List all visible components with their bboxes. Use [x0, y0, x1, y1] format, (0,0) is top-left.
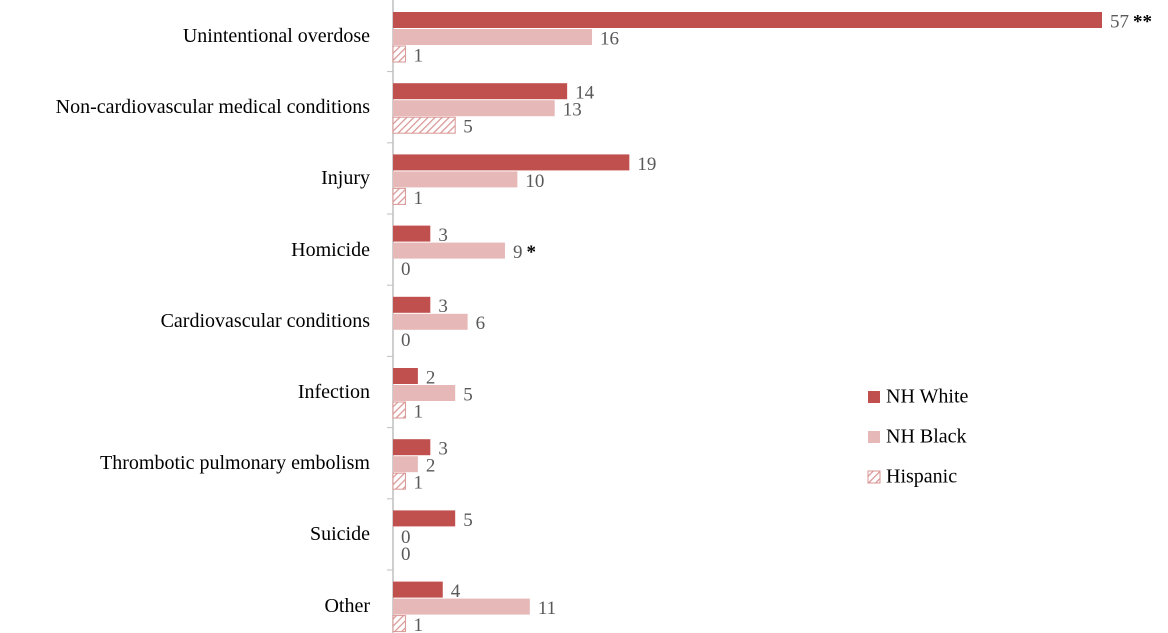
category-label: Unintentional overdose — [182, 25, 370, 47]
bar — [393, 296, 431, 313]
bar — [393, 154, 630, 171]
value-label: 19 — [637, 154, 656, 175]
bar — [392, 401, 406, 419]
value-label: 10 — [525, 171, 544, 192]
value-label: 1 — [413, 188, 423, 209]
value-label: 1 — [413, 401, 423, 422]
value-label: 1 — [413, 45, 423, 66]
value-label: 1 — [413, 615, 423, 633]
value-label: 13 — [563, 100, 582, 121]
annotation: ** — [1133, 11, 1152, 32]
bar — [393, 368, 418, 384]
category-label: Homicide — [291, 238, 370, 261]
category-label: Infection — [297, 381, 370, 403]
value-label: 5 — [463, 510, 473, 531]
bar — [393, 385, 456, 401]
value-label: 3 — [438, 225, 448, 246]
value-label: 3 — [438, 296, 448, 317]
category-label: Suicide — [310, 523, 370, 546]
bar — [393, 598, 530, 615]
category-label: Other — [324, 594, 370, 617]
value-label: 11 — [538, 598, 556, 619]
bar — [393, 510, 456, 527]
bar — [392, 472, 406, 490]
bar — [393, 313, 468, 330]
category-label: Injury — [321, 167, 370, 190]
bar — [393, 439, 431, 456]
category-label: Non-cardiovascular medical conditions — [55, 96, 370, 119]
bar — [392, 116, 456, 134]
bar — [392, 615, 406, 633]
bar — [393, 83, 568, 100]
value-label: 57 — [1110, 11, 1129, 32]
legend-swatch — [868, 431, 880, 443]
bar — [393, 100, 555, 117]
value-label: 6 — [476, 313, 486, 334]
value-label: 16 — [600, 28, 619, 49]
bar — [392, 45, 406, 63]
bar — [393, 171, 518, 188]
category-label: Cardiovascular conditions — [160, 309, 370, 332]
legend-swatch — [867, 470, 881, 484]
legend-swatch — [868, 391, 880, 403]
annotation: * — [526, 242, 536, 263]
bar — [393, 225, 431, 242]
value-label: 9 — [513, 242, 523, 263]
value-label: 2 — [426, 367, 436, 388]
legend-label: NH White — [886, 386, 969, 408]
value-label: 5 — [463, 117, 473, 138]
value-label: 2 — [426, 456, 436, 477]
bar — [393, 456, 418, 473]
legend-label: Hispanic — [886, 466, 957, 488]
bar — [393, 581, 443, 598]
value-label: 3 — [438, 439, 448, 460]
value-label: 5 — [463, 384, 473, 405]
value-label: 0 — [401, 544, 411, 565]
bar — [392, 187, 406, 205]
bar — [393, 12, 1102, 28]
category-label: Thrombotic pulmonary embolism — [100, 452, 370, 475]
bar — [393, 29, 593, 45]
bar — [393, 242, 505, 259]
value-label: 0 — [401, 330, 411, 351]
value-label: 0 — [401, 527, 411, 548]
value-label: 4 — [451, 581, 461, 602]
value-label: 0 — [401, 259, 411, 280]
value-label: 1 — [413, 473, 423, 494]
legend-label: NH Black — [886, 426, 967, 448]
value-label: 14 — [575, 83, 595, 104]
